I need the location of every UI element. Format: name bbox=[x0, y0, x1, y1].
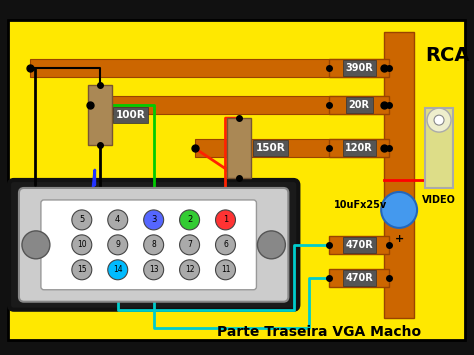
Circle shape bbox=[72, 210, 92, 230]
Text: 10: 10 bbox=[77, 240, 87, 249]
Text: 14: 14 bbox=[113, 265, 123, 274]
Circle shape bbox=[72, 235, 92, 255]
Bar bbox=[90, 96, 384, 114]
Circle shape bbox=[180, 235, 200, 255]
FancyBboxPatch shape bbox=[19, 188, 288, 302]
Circle shape bbox=[257, 231, 285, 259]
Bar bbox=[425, 108, 453, 188]
Text: 7: 7 bbox=[187, 240, 192, 249]
Circle shape bbox=[434, 115, 444, 125]
Circle shape bbox=[108, 210, 128, 230]
Circle shape bbox=[72, 260, 92, 280]
Text: 9: 9 bbox=[115, 240, 120, 249]
Bar bbox=[329, 139, 389, 157]
Circle shape bbox=[144, 210, 164, 230]
Text: 6: 6 bbox=[223, 240, 228, 249]
Text: 3: 3 bbox=[151, 215, 156, 224]
Circle shape bbox=[216, 210, 236, 230]
Text: 11: 11 bbox=[221, 265, 230, 274]
Text: 10uFx25v: 10uFx25v bbox=[334, 200, 388, 210]
Text: 15: 15 bbox=[77, 265, 87, 274]
Circle shape bbox=[180, 260, 200, 280]
Bar bbox=[329, 96, 389, 114]
FancyBboxPatch shape bbox=[9, 180, 298, 310]
Text: 470R: 470R bbox=[346, 240, 373, 250]
Text: 13: 13 bbox=[149, 265, 158, 274]
Bar bbox=[194, 139, 384, 157]
Bar bbox=[228, 118, 251, 178]
Text: +: + bbox=[394, 234, 404, 244]
Circle shape bbox=[216, 235, 236, 255]
Text: RCA: RCA bbox=[425, 46, 469, 65]
Text: 2: 2 bbox=[187, 215, 192, 224]
Bar bbox=[384, 32, 414, 318]
Bar bbox=[88, 85, 112, 145]
Circle shape bbox=[144, 235, 164, 255]
Text: 470R: 470R bbox=[346, 273, 373, 283]
Circle shape bbox=[144, 260, 164, 280]
Circle shape bbox=[22, 231, 50, 259]
Text: 100R: 100R bbox=[116, 110, 146, 120]
Text: 12: 12 bbox=[185, 265, 194, 274]
Bar bbox=[329, 236, 389, 254]
Circle shape bbox=[216, 260, 236, 280]
Text: 1: 1 bbox=[223, 215, 228, 224]
Bar bbox=[329, 59, 389, 77]
Circle shape bbox=[381, 192, 417, 228]
Text: 4: 4 bbox=[115, 215, 120, 224]
Text: 8: 8 bbox=[151, 240, 156, 249]
Bar bbox=[329, 269, 389, 287]
Circle shape bbox=[108, 235, 128, 255]
Circle shape bbox=[427, 108, 451, 132]
Text: 20R: 20R bbox=[349, 100, 370, 110]
Text: 150R: 150R bbox=[255, 143, 285, 153]
Text: 390R: 390R bbox=[346, 63, 373, 73]
Text: Parte Traseira VGA Macho: Parte Traseira VGA Macho bbox=[217, 325, 421, 339]
Circle shape bbox=[180, 210, 200, 230]
Text: VIDEO: VIDEO bbox=[422, 195, 456, 205]
FancyBboxPatch shape bbox=[41, 200, 256, 290]
Bar bbox=[30, 59, 384, 77]
Text: 120R: 120R bbox=[346, 143, 373, 153]
Text: 5: 5 bbox=[79, 215, 84, 224]
Circle shape bbox=[108, 260, 128, 280]
